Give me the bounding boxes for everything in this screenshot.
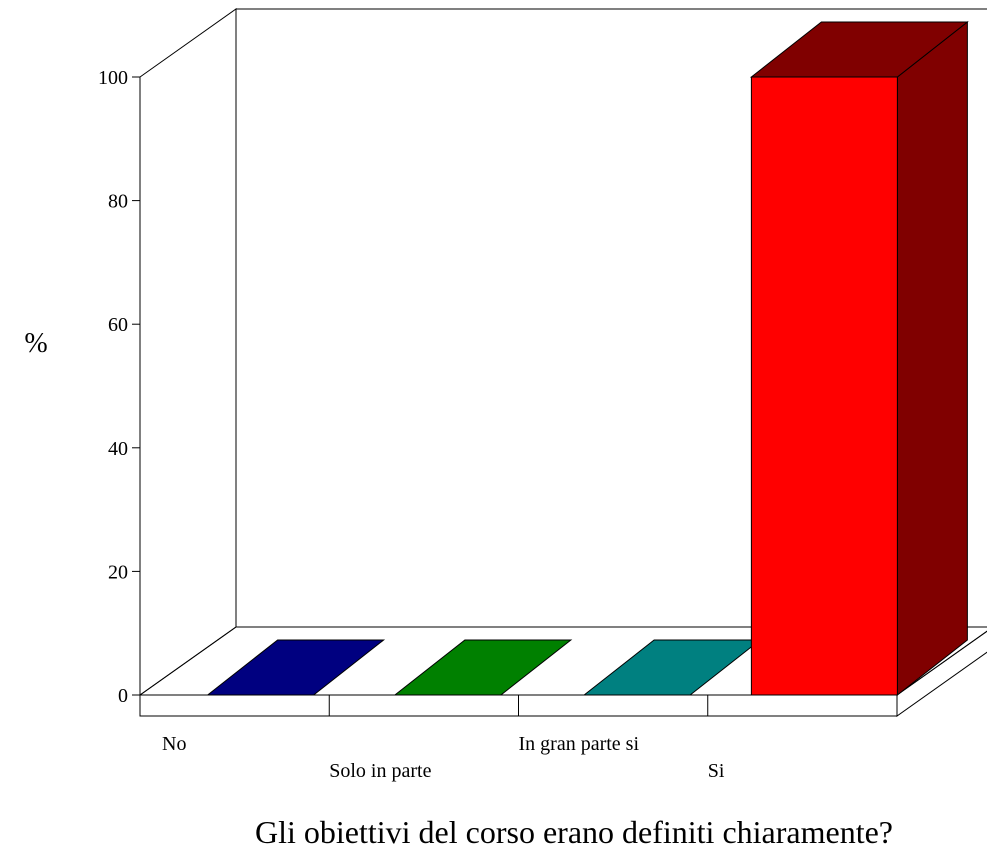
y-tick-label: 80 bbox=[108, 191, 128, 213]
y-tick-label: 20 bbox=[108, 561, 128, 583]
bar-2 bbox=[582, 639, 762, 696]
x-tick-label: Solo in parte bbox=[329, 760, 431, 782]
x-tick-label: Si bbox=[708, 760, 725, 782]
floor-side bbox=[896, 630, 987, 717]
bar-1 bbox=[393, 639, 573, 696]
x-axis-labels: No Solo in parte In gran parte si Si bbox=[162, 733, 725, 782]
y-tick-label: 40 bbox=[108, 438, 128, 460]
y-tick-label: 100 bbox=[98, 67, 128, 89]
bar-3 bbox=[750, 76, 898, 696]
y-tick-label: 0 bbox=[118, 685, 128, 707]
bar-side-3 bbox=[896, 20, 968, 697]
bar-0 bbox=[206, 639, 386, 696]
y-tick-label: 60 bbox=[108, 314, 128, 336]
x-tick-label: In gran parte si bbox=[519, 733, 640, 755]
y-axis-label: % bbox=[24, 328, 47, 359]
chart-title: Gli obiettivi del corso erano definiti c… bbox=[255, 814, 893, 846]
bars bbox=[206, 20, 969, 697]
y-axis-ticks: 0 20 40 60 80 100 bbox=[98, 67, 140, 707]
x-tick-label: No bbox=[162, 733, 186, 755]
left-wall bbox=[139, 8, 237, 696]
